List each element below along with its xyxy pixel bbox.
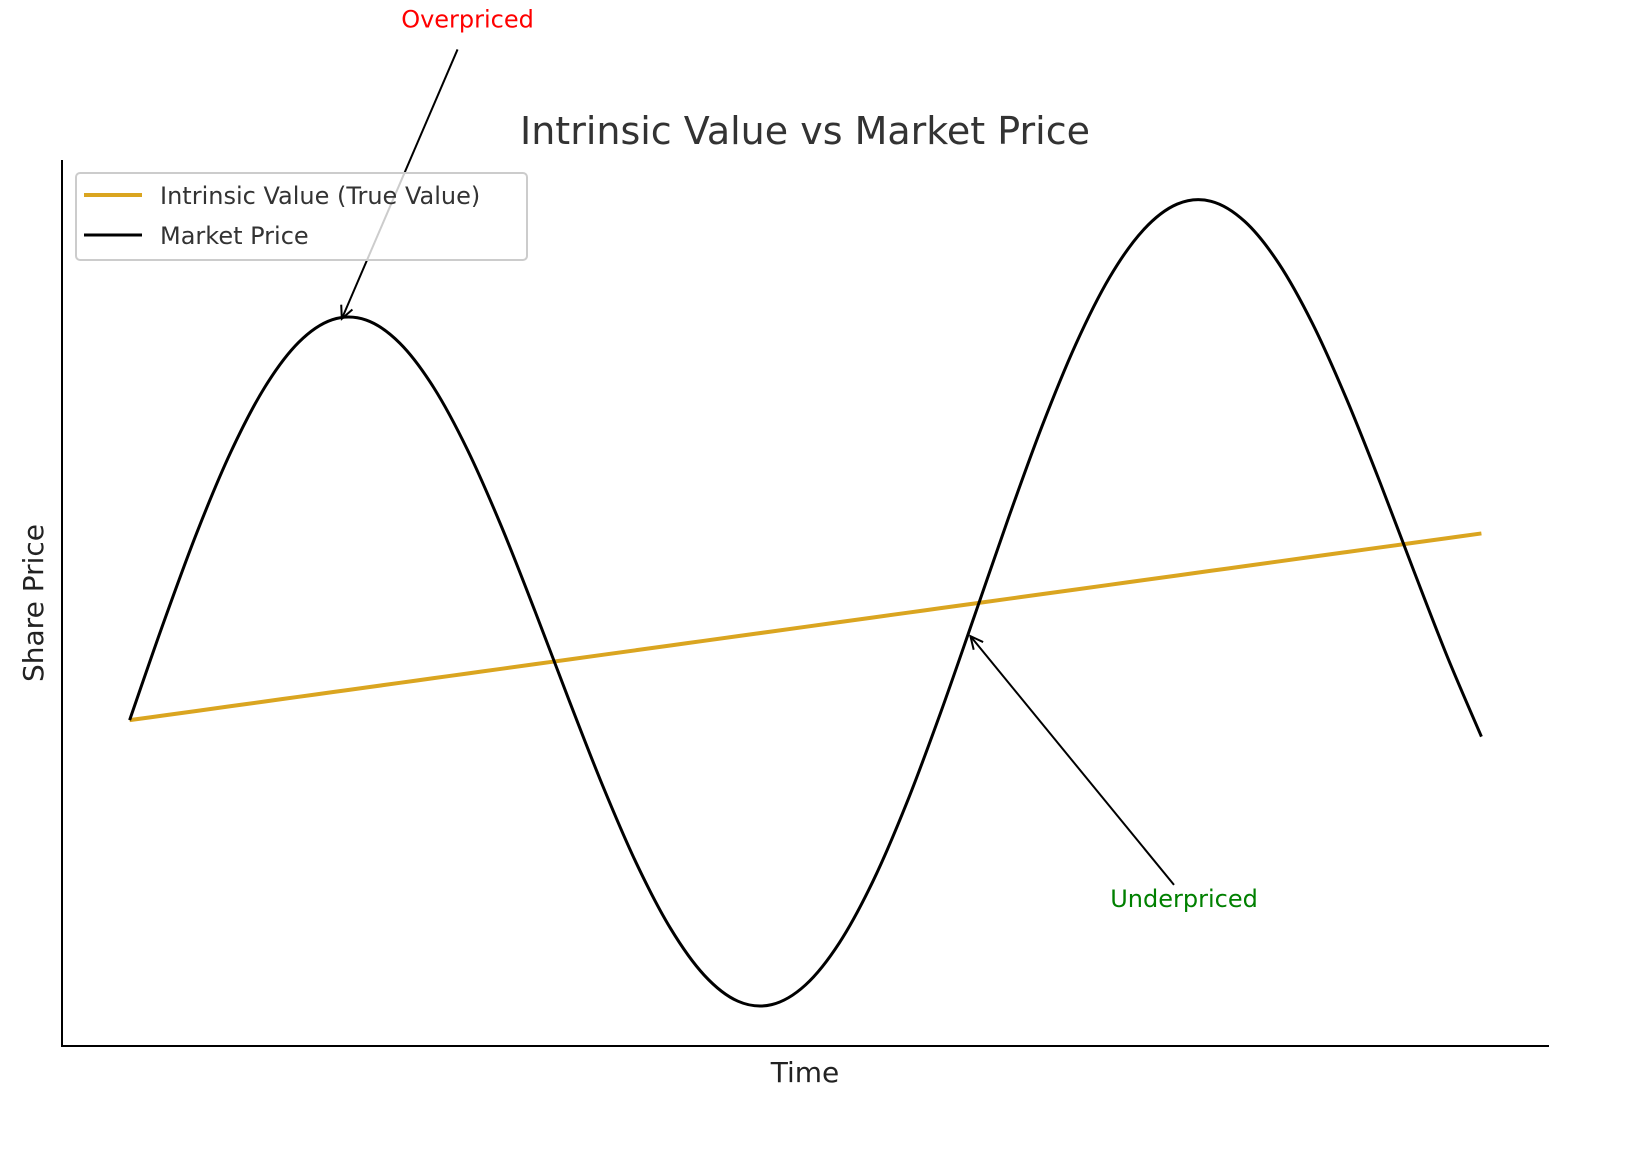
intrinsic-value-line: [129, 531, 1482, 723]
market-price-line: [128, 198, 1483, 1008]
legend-label-intrinsic: Intrinsic Value (True Value): [160, 182, 480, 210]
annotation-arrow: [969, 635, 1175, 886]
arrow-head-icon: [968, 634, 984, 650]
y-axis-label: Share Price: [17, 524, 50, 682]
plot-area: [128, 198, 1483, 1008]
x-axis-label: Time: [770, 1056, 840, 1089]
legend: Intrinsic Value (True Value) Market Pric…: [75, 172, 528, 261]
chart-title: Intrinsic Value vs Market Price: [520, 109, 1090, 153]
arrow-head-icon: [340, 304, 354, 321]
annotation-underpriced: Underpriced: [1110, 885, 1258, 913]
legend-label-market: Market Price: [160, 222, 309, 250]
annotation-overpriced: Overpriced: [401, 5, 534, 33]
legend-frame: [75, 172, 528, 261]
